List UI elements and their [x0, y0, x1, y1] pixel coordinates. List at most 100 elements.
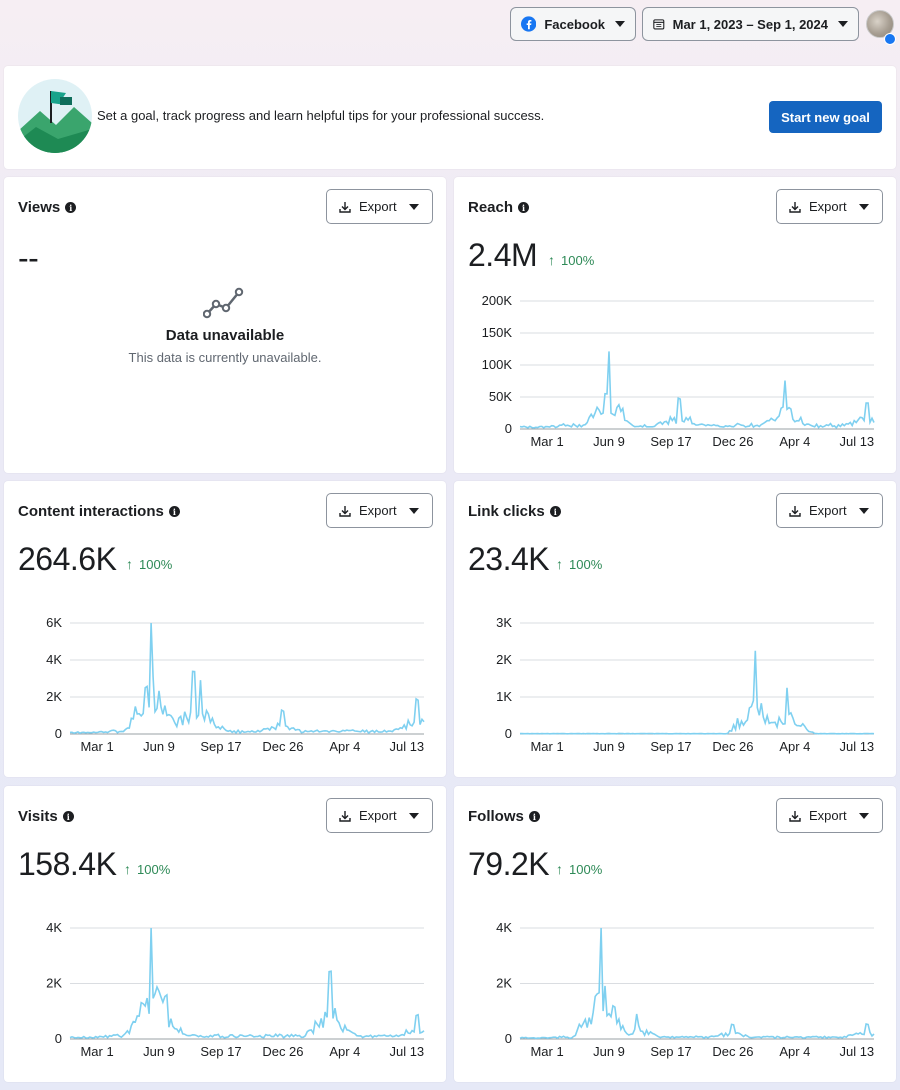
chevron-down-icon [408, 507, 419, 514]
x-tick-label: Dec 26 [262, 1044, 303, 1059]
series-line [69, 622, 425, 735]
content-interactions-delta-label: 100% [139, 556, 173, 572]
download-icon [789, 505, 801, 517]
x-tick-label: Sep 17 [650, 434, 691, 449]
export-button[interactable]: Export [776, 493, 883, 528]
x-tick-label: Mar 1 [530, 1044, 563, 1059]
info-icon[interactable]: i [528, 811, 540, 822]
info-icon[interactable]: i [65, 202, 77, 213]
arrow-up-icon: ↑ [556, 556, 563, 572]
export-label: Export [809, 199, 847, 214]
goal-card: Set a goal, track progress and learn hel… [4, 66, 896, 169]
visits-title: Visits i [18, 808, 74, 825]
facebook-badge-icon [884, 33, 896, 45]
link-clicks-value: 23.4K [468, 541, 550, 577]
y-tick-label: 0 [55, 1031, 62, 1046]
x-tick-label: Dec 26 [712, 739, 753, 754]
start-new-goal-button[interactable]: Start new goal [769, 101, 882, 133]
download-icon [339, 201, 351, 213]
content-interactions-value: 264.6K [18, 541, 117, 577]
link-clicks-title-label: Link clicks [468, 503, 545, 520]
x-tick-label: Mar 1 [80, 739, 113, 754]
views-value: -- [18, 240, 39, 276]
y-tick-label: 4K [496, 920, 512, 935]
x-tick-label: Jul 13 [389, 1044, 424, 1059]
follows-card: Follows i Export 79.2K ↑ 100% 0 2K 4K Mar 1 J… [454, 786, 896, 1082]
views-title: Views i [18, 199, 77, 216]
y-tick-label: 2K [496, 652, 512, 667]
goal-flag-illustration-icon [18, 79, 92, 153]
x-tick-label: Sep 17 [200, 739, 241, 754]
x-tick-label: Apr 4 [779, 1044, 810, 1059]
download-icon [789, 201, 801, 213]
visits-delta: ↑ 100% [124, 861, 170, 877]
chevron-down-icon [408, 203, 419, 210]
export-label: Export [359, 199, 397, 214]
info-icon[interactable]: i [549, 506, 561, 517]
x-tick-label: Jun 9 [143, 739, 175, 754]
chart-line-icon [203, 287, 244, 319]
x-tick-label: Mar 1 [80, 1044, 113, 1059]
arrow-up-icon: ↑ [548, 252, 555, 268]
follows-delta-label: 100% [569, 861, 603, 877]
chevron-down-icon [615, 21, 625, 27]
arrow-up-icon: ↑ [126, 556, 133, 572]
visits-chart: 0 2K 4K Mar 1 Jun 9 Sep 17 Dec 26 Apr 4 Jul 13 [46, 920, 425, 1059]
link-clicks-delta-label: 100% [569, 556, 603, 572]
x-tick-label: Dec 26 [262, 739, 303, 754]
x-tick-label: Jul 13 [839, 739, 874, 754]
y-tick-label: 2K [46, 976, 62, 991]
reach-value: 2.4M [468, 237, 538, 273]
export-label: Export [359, 503, 397, 518]
series-line [69, 927, 425, 1039]
export-button[interactable]: Export [776, 798, 883, 833]
visits-card: Visits i Export 158.4K ↑ 100% 0 2K 4K Mar 1 J… [4, 786, 446, 1082]
download-icon [339, 505, 351, 517]
y-tick-label: 2K [496, 976, 512, 991]
y-tick-label: 200K [482, 293, 513, 308]
reach-title-label: Reach [468, 199, 514, 216]
content-interactions-delta: ↑ 100% [126, 556, 172, 572]
chevron-down-icon [858, 507, 869, 514]
export-button[interactable]: Export [776, 189, 883, 224]
y-tick-label: 4K [46, 920, 62, 935]
download-icon [339, 810, 351, 822]
date-range-label: Mar 1, 2023 – Sep 1, 2024 [672, 16, 828, 32]
x-tick-label: Jul 13 [389, 739, 424, 754]
visits-value: 158.4K [18, 846, 117, 882]
info-icon[interactable]: i [518, 202, 530, 213]
content-interactions-chart: 0 2K 4K 6K Mar 1 Jun 9 Sep 17 Dec 26 Apr 4 Jul 13 [46, 615, 425, 754]
x-tick-label: Jul 13 [839, 1044, 874, 1059]
export-label: Export [809, 503, 847, 518]
download-icon [789, 810, 801, 822]
chevron-down-icon [858, 812, 869, 819]
x-tick-label: Apr 4 [779, 739, 810, 754]
follows-title: Follows i [468, 808, 540, 825]
x-tick-label: Apr 4 [329, 739, 360, 754]
top-bar: Facebook Mar 1, 2023 – Sep 1, 2024 [0, 7, 900, 45]
content-interactions-title-label: Content interactions [18, 503, 164, 520]
export-button[interactable]: Export [326, 189, 433, 224]
link-clicks-chart: 0 1K 2K 3K Mar 1 Jun 9 Sep 17 Dec 26 Apr 4 Jul 13 [496, 615, 874, 754]
export-label: Export [809, 808, 847, 823]
x-tick-label: Sep 17 [650, 739, 691, 754]
goal-description: Set a goal, track progress and learn hel… [97, 108, 545, 123]
x-tick-label: Dec 26 [712, 434, 753, 449]
info-icon[interactable]: i [168, 506, 180, 517]
date-range-dropdown[interactable]: Mar 1, 2023 – Sep 1, 2024 [642, 7, 859, 41]
visits-title-label: Visits [18, 808, 58, 825]
y-tick-label: 6K [46, 615, 62, 630]
export-button[interactable]: Export [326, 493, 433, 528]
export-button[interactable]: Export [326, 798, 433, 833]
y-tick-label: 3K [496, 615, 512, 630]
views-card: Views i Export -- Data unavailable This … [4, 177, 446, 473]
chevron-down-icon [408, 812, 419, 819]
follows-title-label: Follows [468, 808, 524, 825]
x-tick-label: Jul 13 [839, 434, 874, 449]
y-tick-label: 2K [46, 689, 62, 704]
x-tick-label: Apr 4 [329, 1044, 360, 1059]
platform-dropdown[interactable]: Facebook [510, 7, 636, 41]
info-icon[interactable]: i [62, 811, 74, 822]
reach-delta: ↑ 100% [548, 252, 594, 268]
series-line [519, 927, 875, 1040]
